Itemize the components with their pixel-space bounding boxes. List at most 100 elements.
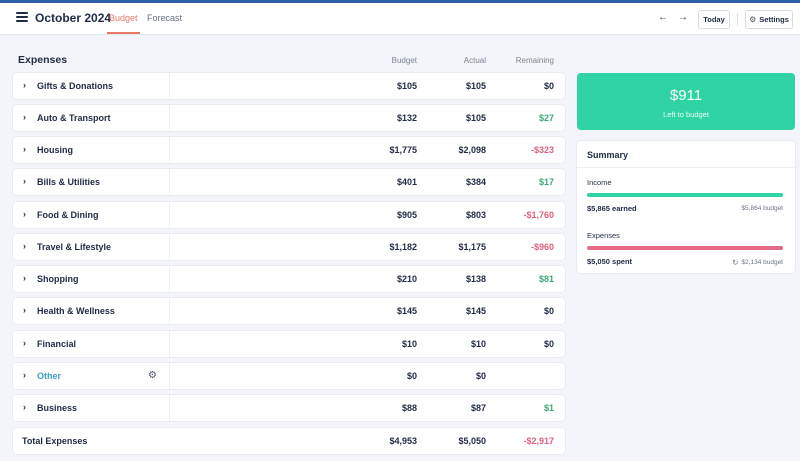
arrow-right-icon[interactable]: → (678, 12, 688, 23)
cell-divider (169, 169, 170, 195)
budget-cell[interactable]: $905 (396, 210, 417, 220)
income-budget: $5,864 budget (741, 205, 783, 212)
category-row-bills-utilities[interactable]: › Bills & Utilities $401 $384 $17 (13, 169, 565, 195)
cell-divider (169, 234, 170, 260)
chevron-right-icon[interactable]: › (23, 241, 26, 251)
settings-button[interactable]: ⚙ Settings (745, 10, 793, 29)
category-row-other[interactable]: › Other ⚙ $0 $0 (13, 363, 565, 389)
budget-cell[interactable]: $1,775 (389, 145, 417, 155)
category-label: Other (37, 371, 62, 381)
total-budget-cell: $4,953 (389, 436, 417, 446)
actual-cell: $1,175 (458, 242, 486, 252)
category-row-travel-lifestyle[interactable]: › Travel & Lifestyle $1,182 $1,175 -$960 (13, 234, 565, 260)
category-row-auto-transport[interactable]: › Auto & Transport $132 $105 $27 (13, 105, 565, 131)
budget-cell[interactable]: $88 (401, 403, 417, 413)
category-label: Shopping (37, 274, 79, 284)
left-to-budget-card: $911 Left to budget (577, 73, 795, 130)
settings-label: Settings (759, 15, 789, 24)
total-label: Total Expenses (22, 436, 88, 446)
actual-cell: $87 (470, 403, 486, 413)
category-label: Travel & Lifestyle (37, 242, 112, 252)
chevron-right-icon[interactable]: › (23, 402, 26, 412)
left-to-budget-amount: $911 (669, 87, 703, 104)
category-row-gifts-donations[interactable]: › Gifts & Donations $105 $105 $0 (13, 73, 565, 99)
chevron-right-icon[interactable]: › (23, 338, 26, 348)
cell-divider (169, 105, 170, 131)
category-row-shopping[interactable]: › Shopping $210 $138 $81 (13, 266, 565, 292)
actual-cell: $2,098 (458, 145, 486, 155)
budget-cell[interactable]: $1,182 (389, 242, 417, 252)
remaining-cell: -$323 (530, 145, 554, 155)
cell-divider (169, 266, 170, 292)
total-actual-cell: $5,050 (458, 436, 486, 446)
category-row-food-dining[interactable]: › Food & Dining $905 $803 -$1,760 (13, 202, 565, 228)
arrow-left-icon[interactable]: ← (658, 12, 668, 23)
expenses-budget: ↻ $2,134 budget (732, 258, 783, 267)
budget-cell[interactable]: $10 (401, 339, 417, 349)
chevron-right-icon[interactable]: › (23, 370, 26, 380)
income-progress-track (587, 193, 783, 197)
summary-card: Summary Income $5,865 earned $5,864 budg… (577, 141, 795, 273)
cell-divider (169, 137, 170, 163)
total-expenses-row: Total Expenses $4,953 $5,050 -$2,917 (13, 428, 565, 454)
actual-cell: $145 (465, 306, 486, 316)
category-row-financial[interactable]: › Financial $10 $10 $0 (13, 331, 565, 357)
remaining-cell: $17 (538, 177, 554, 187)
hamburger-menu-icon[interactable] (16, 12, 28, 24)
category-row-health-wellness[interactable]: › Health & Wellness $145 $145 $0 (13, 298, 565, 324)
remaining-cell: $27 (538, 113, 554, 123)
column-header-actual: Actual (463, 56, 486, 65)
chevron-right-icon[interactable]: › (23, 112, 26, 122)
left-to-budget-label: Left to budget (663, 110, 709, 119)
category-label: Auto & Transport (37, 113, 111, 123)
budget-cell[interactable]: $401 (396, 177, 417, 187)
income-budget-text: $5,864 budget (741, 205, 783, 212)
refresh-icon[interactable]: ↻ (732, 258, 739, 267)
actual-cell: $0 (475, 371, 486, 381)
chevron-right-icon[interactable]: › (23, 305, 26, 315)
actual-cell: $384 (465, 177, 486, 187)
today-button[interactable]: Today (698, 10, 730, 29)
cell-divider (169, 331, 170, 357)
remaining-cell: $0 (543, 339, 554, 349)
tab-forecast[interactable]: Forecast (147, 13, 183, 23)
summary-title: Summary (587, 150, 629, 160)
tab-budget[interactable]: Budget (107, 13, 140, 34)
cell-divider (169, 395, 170, 421)
chevron-right-icon[interactable]: › (23, 80, 26, 90)
category-row-business[interactable]: › Business $88 $87 $1 (13, 395, 565, 421)
chevron-right-icon[interactable]: › (23, 209, 26, 219)
category-label: Gifts & Donations (37, 81, 113, 91)
expenses-heading: Expenses (18, 54, 68, 66)
budget-cell[interactable]: $210 (396, 274, 417, 284)
actual-cell: $138 (465, 274, 486, 284)
gear-icon[interactable]: ⚙ (148, 370, 157, 381)
chevron-right-icon[interactable]: › (23, 176, 26, 186)
top-header: October 2024 Budget Forecast ← → Today ⚙… (0, 3, 800, 35)
remaining-cell: -$1,760 (523, 210, 554, 220)
actual-cell: $10 (470, 339, 486, 349)
income-label: Income (587, 178, 612, 187)
category-label: Business (37, 403, 78, 413)
chevron-right-icon[interactable]: › (23, 273, 26, 283)
budget-cell[interactable]: $145 (396, 306, 417, 316)
header-divider (737, 13, 738, 26)
expenses-label: Expenses (587, 231, 620, 240)
budget-cell[interactable]: $132 (396, 113, 417, 123)
category-label: Health & Wellness (37, 306, 115, 316)
cell-divider (169, 73, 170, 99)
column-header-budget: Budget (391, 56, 417, 65)
category-row-housing[interactable]: › Housing $1,775 $2,098 -$323 (13, 137, 565, 163)
expenses-spent: $5,050 spent (587, 257, 633, 266)
column-header-remaining: Remaining (515, 56, 554, 65)
actual-cell: $105 (465, 81, 486, 91)
chevron-right-icon[interactable]: › (23, 144, 26, 154)
total-remaining-cell: -$2,917 (523, 436, 554, 446)
category-label: Food & Dining (37, 210, 99, 220)
expenses-progress-bar (587, 246, 783, 250)
income-earned: $5,865 earned (587, 204, 637, 213)
remaining-cell: $0 (543, 306, 554, 316)
page-title: October 2024 (35, 11, 112, 25)
budget-cell[interactable]: $105 (396, 81, 417, 91)
budget-cell[interactable]: $0 (406, 371, 417, 381)
